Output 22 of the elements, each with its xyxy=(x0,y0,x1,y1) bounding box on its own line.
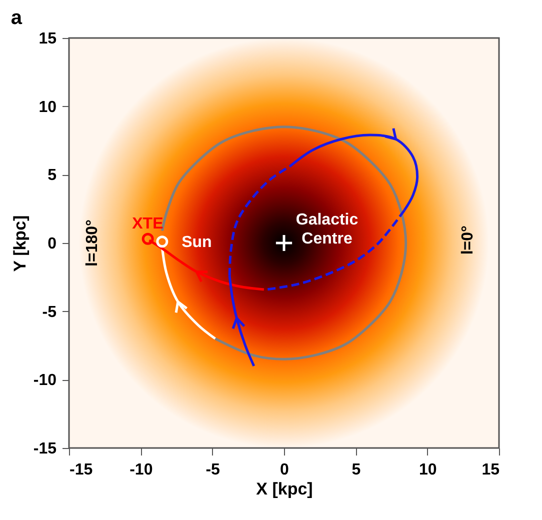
annotation: l=180° xyxy=(84,220,101,266)
x-axis-title: X [kpc] xyxy=(256,480,313,498)
y-tick-label: 10 xyxy=(38,98,57,116)
y-axis-title: Y [kpc] xyxy=(10,215,30,272)
annotation: XTE xyxy=(132,216,164,233)
x-tick-label: -15 xyxy=(70,462,93,478)
y-tick-label: -15 xyxy=(33,440,57,458)
y-tick-label: 0 xyxy=(48,236,57,252)
y-tick-label: 15 xyxy=(38,30,57,48)
chart-title: a xyxy=(10,7,23,29)
x-tick-label: 0 xyxy=(280,462,290,478)
x-tick-label: 10 xyxy=(418,462,437,478)
y-tick-label: -10 xyxy=(33,372,57,390)
x-tick-label: 5 xyxy=(352,462,361,478)
x-tick-label: -5 xyxy=(206,462,220,478)
annotation: l=0° xyxy=(460,226,477,255)
x-tick-label: -10 xyxy=(130,462,153,478)
y-tick-label: 5 xyxy=(48,167,57,184)
annotation: Sun xyxy=(182,234,212,251)
annotation: Galactic Centre xyxy=(296,212,358,248)
y-tick-label: -5 xyxy=(42,304,57,321)
x-tick-label: 15 xyxy=(482,462,500,478)
